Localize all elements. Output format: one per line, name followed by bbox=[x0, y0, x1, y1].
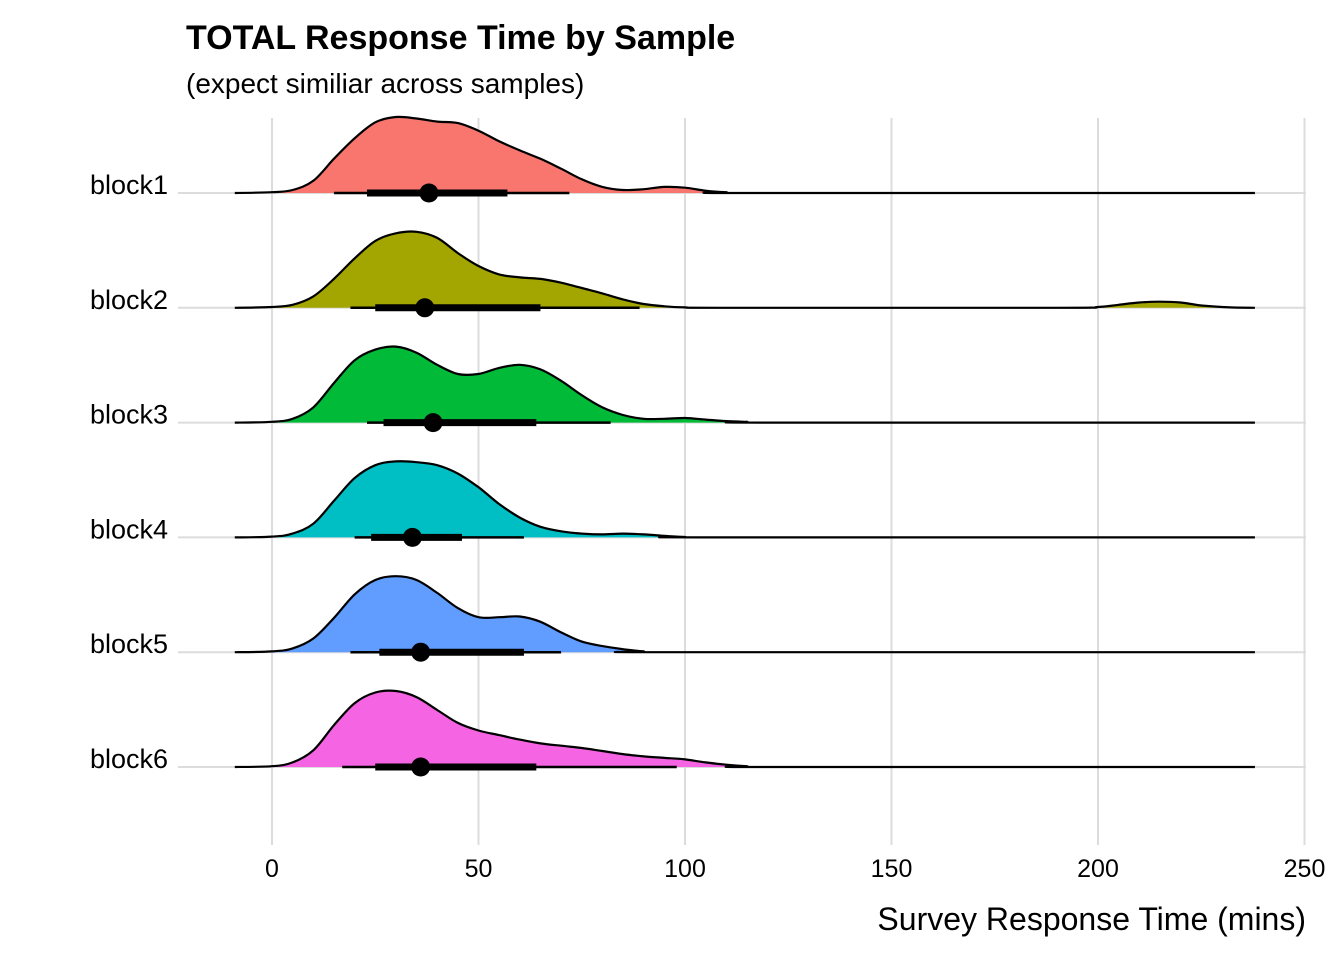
ridge-block6 bbox=[234, 689, 1255, 777]
density-outline bbox=[234, 689, 1255, 769]
x-tick-label: 50 bbox=[465, 855, 493, 883]
density-outline bbox=[234, 115, 1255, 195]
x-tick-label: 0 bbox=[265, 855, 279, 883]
y-tick-label: block1 bbox=[90, 170, 168, 200]
y-tick-label: block4 bbox=[90, 514, 168, 544]
x-tick-label: 200 bbox=[1077, 855, 1119, 883]
density-outline bbox=[234, 230, 1255, 309]
density-outline bbox=[234, 345, 1255, 424]
x-tick-label: 150 bbox=[871, 855, 913, 883]
chart-title: TOTAL Response Time by Sample bbox=[186, 19, 735, 57]
density-area bbox=[234, 346, 1255, 423]
median-point bbox=[415, 298, 435, 318]
y-tick-labels: block1 block2 block3 block4 block5 block6 bbox=[90, 170, 168, 774]
ridge-block3 bbox=[234, 345, 1255, 433]
median-point bbox=[423, 413, 443, 433]
y-tick-label: block5 bbox=[90, 629, 168, 659]
density-area bbox=[234, 116, 1255, 193]
ridges bbox=[234, 115, 1255, 777]
x-axis-label: Survey Response Time (mins) bbox=[877, 901, 1306, 937]
density-outline bbox=[234, 460, 1255, 539]
median-point bbox=[419, 183, 439, 203]
density-outline bbox=[234, 575, 1255, 654]
ridge-block4 bbox=[234, 460, 1255, 547]
median-point bbox=[411, 757, 431, 777]
ridge-block1 bbox=[234, 115, 1255, 203]
y-tick-label: block3 bbox=[90, 400, 168, 430]
median-point bbox=[411, 642, 431, 662]
y-tick-label: block2 bbox=[90, 285, 168, 315]
chart-subtitle: (expect similiar across samples) bbox=[186, 68, 584, 99]
y-tick-label: block6 bbox=[90, 744, 168, 774]
median-point bbox=[402, 527, 422, 547]
ridge-block2 bbox=[234, 230, 1255, 318]
density-area bbox=[234, 576, 1255, 653]
density-area bbox=[234, 231, 1255, 308]
x-tick-labels: 0 50 100 150 200 250 bbox=[265, 855, 1325, 883]
density-area bbox=[234, 690, 1255, 767]
ridge-block5 bbox=[234, 575, 1255, 662]
x-tick-label: 100 bbox=[664, 855, 706, 883]
density-area bbox=[234, 461, 1255, 538]
x-tick-label: 250 bbox=[1284, 855, 1326, 883]
